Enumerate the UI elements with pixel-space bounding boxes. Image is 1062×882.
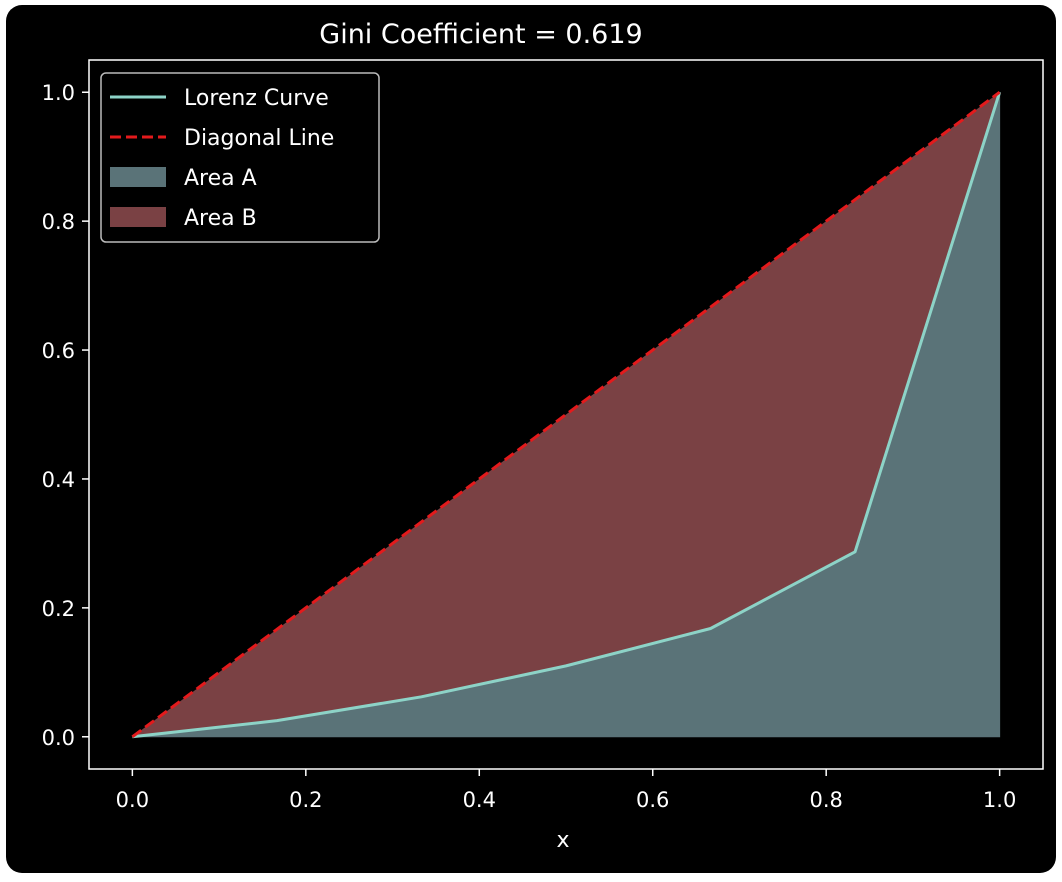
x-tick-label: 0.4 xyxy=(463,788,496,812)
diagonal-line xyxy=(131,91,1001,738)
chart-title: Gini Coefficient = 0.619 xyxy=(319,19,642,50)
x-tick-label: 0.8 xyxy=(809,788,842,812)
area-b-fill xyxy=(132,92,1000,737)
line-layer xyxy=(131,91,1002,739)
x-axis-label: x xyxy=(556,828,569,853)
gini-chart: 0.0 0.2 0.4 0.6 0.8 1.0 0.0 0.2 0.4 0.6 0.8 1.0 Gi… xyxy=(42,19,1044,853)
legend-area-b-swatch xyxy=(110,207,166,227)
x-tick-label: 0.2 xyxy=(289,788,322,812)
y-tick-label: 1.0 xyxy=(42,81,75,105)
legend-lorenz-label: Lorenz Curve xyxy=(184,86,329,111)
legend-area-a-label: Area A xyxy=(184,166,257,191)
y-tick-label: 0.4 xyxy=(42,468,75,492)
y-axis-ticks: 0.0 0.2 0.4 0.6 0.8 1.0 xyxy=(42,81,89,750)
y-tick-label: 0.2 xyxy=(42,597,75,621)
x-tick-label: 1.0 xyxy=(983,788,1016,812)
y-tick-label: 0.0 xyxy=(42,726,75,750)
y-tick-label: 0.6 xyxy=(42,339,75,363)
legend: Lorenz Curve Diagonal Line Area A Area B xyxy=(100,72,380,243)
legend-area-b-label: Area B xyxy=(184,206,257,231)
x-tick-label: 0.6 xyxy=(636,788,669,812)
y-tick-label: 0.8 xyxy=(42,210,75,234)
x-tick-label: 0.0 xyxy=(116,788,149,812)
lorenz-curve-line xyxy=(132,91,1002,739)
legend-box xyxy=(100,72,380,243)
axes-frame xyxy=(88,59,1044,770)
legend-diagonal-label: Diagonal Line xyxy=(184,126,334,151)
x-axis-ticks: 0.0 0.2 0.4 0.6 0.8 1.0 xyxy=(116,769,1016,812)
legend-area-a-swatch xyxy=(110,167,166,187)
chart-window: 0.0 0.2 0.4 0.6 0.8 1.0 0.0 0.2 0.4 0.6 0.8 1.0 Gi… xyxy=(6,5,1056,873)
